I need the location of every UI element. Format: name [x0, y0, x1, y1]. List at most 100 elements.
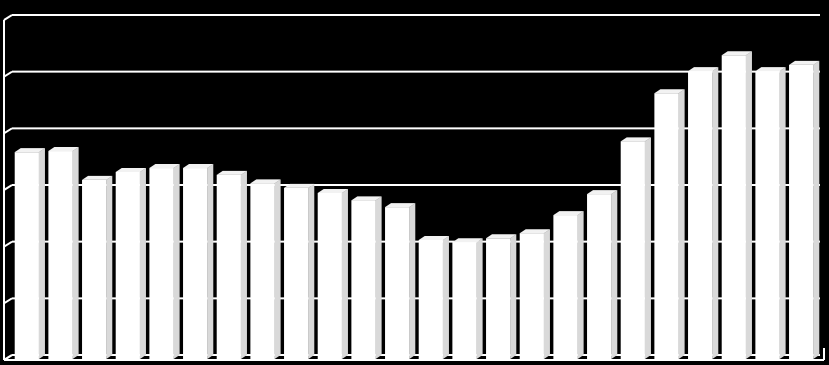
- grid-wall-line: [3, 240, 13, 248]
- bar-top: [553, 211, 584, 216]
- bar: [385, 203, 416, 359]
- bar-top: [48, 147, 79, 152]
- bar-side: [577, 211, 584, 359]
- bar-side: [341, 188, 348, 359]
- bar: [755, 67, 786, 359]
- bar-top: [115, 168, 146, 172]
- bar-top: [486, 234, 517, 239]
- bar-front: [250, 183, 275, 359]
- bar: [183, 164, 214, 359]
- bar-side: [38, 148, 45, 359]
- bar-side: [543, 229, 550, 359]
- bar-front: [216, 174, 241, 359]
- grid-wall-line: [3, 297, 13, 305]
- bar: [452, 238, 483, 359]
- bar: [82, 175, 113, 359]
- bar-front: [721, 55, 746, 360]
- bar: [351, 196, 382, 359]
- bar-side: [106, 175, 113, 359]
- grid-wall-line: [3, 127, 13, 135]
- bar-front: [82, 179, 107, 359]
- bar-top: [418, 236, 449, 240]
- bar-side: [779, 67, 786, 359]
- bar-side: [274, 179, 281, 359]
- grid-wall-line: [3, 184, 13, 191]
- bar-front: [688, 71, 713, 359]
- bar-front: [284, 187, 309, 359]
- bar-side: [510, 234, 517, 359]
- bar-side: [409, 203, 416, 359]
- bar-top: [755, 67, 786, 72]
- bar-front: [654, 93, 679, 359]
- bar-top: [82, 175, 113, 180]
- bar-front: [755, 71, 780, 359]
- bar-side: [139, 168, 146, 359]
- bar-side: [308, 183, 315, 359]
- bar-side: [173, 164, 180, 359]
- bar: [115, 168, 146, 359]
- bar-front: [317, 192, 342, 359]
- bar: [789, 60, 820, 360]
- bar: [654, 89, 685, 359]
- bar-front: [14, 152, 39, 359]
- bar-side: [375, 196, 382, 359]
- bar-front: [519, 233, 544, 359]
- bar-side: [678, 89, 685, 359]
- bar-side: [745, 51, 752, 360]
- bar-top: [14, 148, 45, 153]
- bar-side: [207, 164, 214, 359]
- bar-side: [72, 147, 79, 359]
- bar-front: [385, 207, 410, 359]
- bar-side: [712, 67, 719, 359]
- bar-front: [587, 194, 612, 359]
- bar-top: [789, 60, 820, 65]
- bar-side: [240, 170, 247, 359]
- bar-top: [587, 190, 618, 195]
- bar-side: [476, 238, 483, 359]
- bar-top: [284, 183, 315, 188]
- bar-side: [611, 190, 618, 359]
- bar-top: [317, 188, 348, 193]
- bar-top: [183, 164, 214, 169]
- bar: [486, 234, 517, 359]
- bar-top: [620, 137, 651, 142]
- bar-front: [452, 242, 477, 359]
- bar: [250, 179, 281, 359]
- bar-top: [149, 164, 180, 169]
- bar-top: [688, 67, 719, 72]
- grid-wall-line: [3, 70, 13, 78]
- bar-front: [789, 64, 814, 360]
- bar: [587, 190, 618, 359]
- bar-top: [351, 196, 382, 201]
- bar-top: [385, 203, 416, 208]
- bar-top: [250, 179, 281, 184]
- bar-side: [442, 236, 449, 359]
- bar-top: [654, 89, 685, 94]
- bar-front: [149, 168, 174, 359]
- bar-front: [418, 240, 443, 359]
- bar-top: [216, 170, 247, 175]
- bar: [553, 211, 584, 359]
- bar-front: [183, 168, 208, 359]
- bar-front: [620, 141, 645, 359]
- bar-side: [644, 137, 651, 359]
- bar: [418, 236, 449, 359]
- bar-front: [553, 215, 578, 359]
- bar: [620, 137, 651, 359]
- bar-top: [721, 51, 752, 56]
- bar: [284, 183, 315, 359]
- bar-front: [351, 200, 376, 359]
- bar: [48, 147, 79, 359]
- bar: [216, 170, 247, 359]
- bar-side: [813, 60, 820, 360]
- grid-wall-line: [3, 354, 13, 361]
- bar: [688, 67, 719, 359]
- bar: [149, 164, 180, 359]
- bar: [14, 148, 45, 359]
- bar-front: [115, 172, 140, 359]
- bar: [519, 229, 550, 359]
- bar-top: [519, 229, 550, 234]
- bar: [317, 188, 348, 359]
